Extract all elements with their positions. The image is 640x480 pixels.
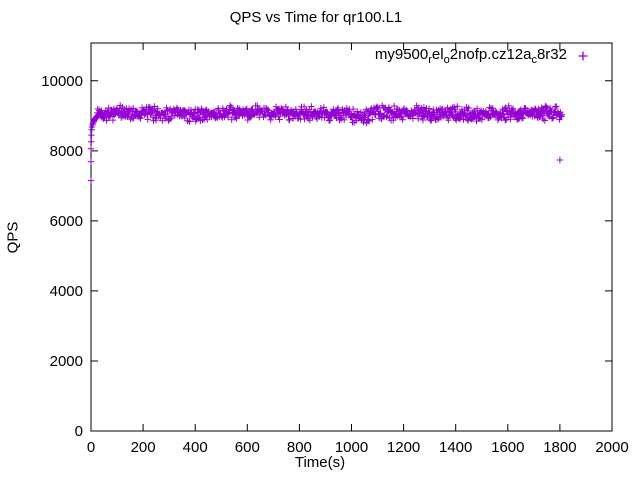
y-tick-label: 0	[75, 423, 83, 440]
x-tick-label: 1400	[439, 439, 472, 456]
plot-border	[90, 42, 613, 432]
y-tick-label: 2000	[50, 353, 83, 370]
y-tick-label: 4000	[50, 283, 83, 300]
legend: my9500relo2nofp.cz12ac8r32	[374, 46, 590, 66]
plus-icon	[578, 51, 588, 60]
x-tick-label: 400	[183, 439, 208, 456]
legend-label-subscript: r	[428, 53, 432, 66]
x-tick-label: 1200	[387, 439, 420, 456]
x-axis-label: Time(s)	[294, 454, 346, 471]
legend-label-subscript: o	[443, 53, 450, 66]
legend-label-subscript: c	[531, 53, 537, 66]
y-tick-label: 6000	[50, 213, 83, 230]
chart-title: QPS vs Time for qr100.L1	[229, 9, 403, 26]
x-tick-label: 2000	[595, 439, 628, 456]
x-tick-label: 0	[87, 439, 95, 456]
legend-label-text: 2nofp.cz12a	[449, 46, 532, 63]
data-points-series	[87, 102, 566, 184]
legend-plus-marker-icon	[578, 51, 588, 60]
x-tick-label: 1800	[543, 439, 576, 456]
legend-label-text: my9500	[374, 46, 429, 63]
x-tick-label: 800	[287, 439, 312, 456]
x-tick-label: 1000	[335, 439, 368, 456]
x-tick-label: 200	[131, 439, 156, 456]
x-tick-label: 1600	[491, 439, 524, 456]
legend-label-text: 8r32	[536, 46, 567, 63]
legend-label: my9500relo2nofp.cz12ac8r32	[374, 46, 567, 66]
y-tick-label: 8000	[50, 143, 83, 160]
x-tick-label: 600	[235, 439, 260, 456]
y-tick-label: 10000	[41, 73, 83, 90]
legend-label-text: el	[431, 46, 444, 63]
axis-ticks: 0 200 400 600 800 1000 1200 1400 1600 1800 2000 0 20…	[41, 43, 629, 456]
